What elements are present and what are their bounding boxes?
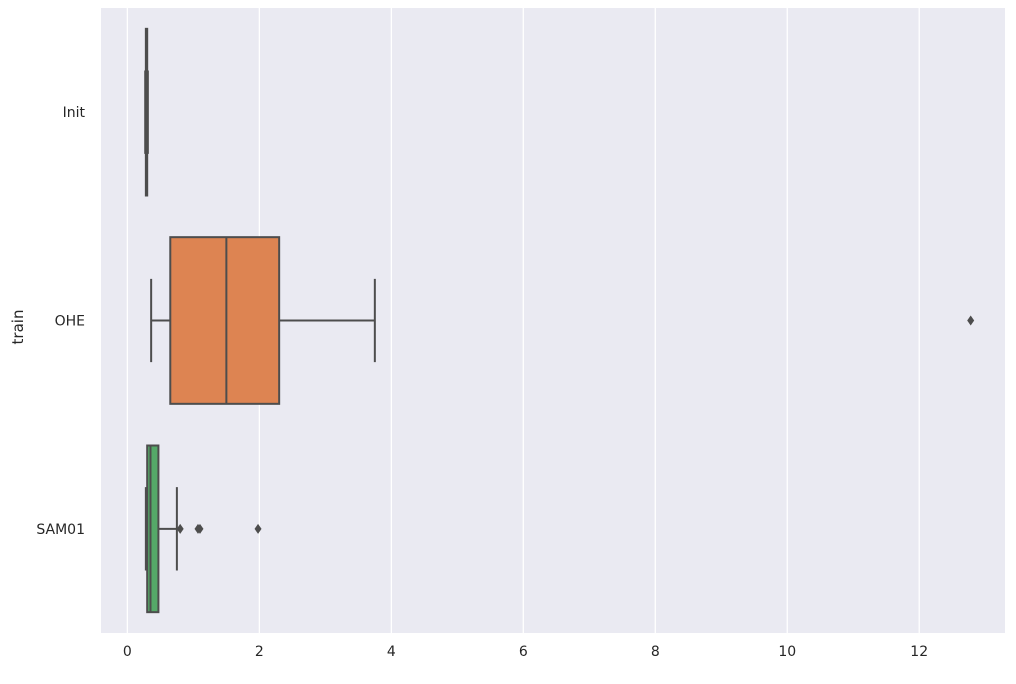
x-tick-label-10: 10 [778,644,796,660]
iqr-box-OHE [169,236,281,405]
y-tick-label-Init: Init [63,105,86,121]
y-tick-label-SAM01: SAM01 [36,522,85,538]
iqr-box-SAM01 [146,444,160,614]
x-tick-label-12: 12 [910,644,928,660]
outlier-SAM01-0 [176,523,184,534]
box-Init [144,27,149,197]
y-axis-ticks: Init OHE SAM01 [36,105,85,538]
x-axis-ticks: 0 2 4 6 8 10 12 [123,644,928,660]
x-tick-label-4: 4 [387,644,396,660]
outlier-OHE-0 [967,315,975,326]
boxes [144,27,975,614]
outlier-SAM01-2 [196,523,204,534]
x-tick-label-8: 8 [651,644,660,660]
box-OHE [150,236,975,405]
box-SAM01 [144,444,262,614]
y-axis-label: train [9,310,27,345]
y-tick-label-OHE: OHE [55,314,85,330]
x-tick-label-2: 2 [255,644,264,660]
x-tick-label-6: 6 [519,644,528,660]
outlier-SAM01-3 [254,523,262,534]
x-tick-label-0: 0 [123,644,132,660]
